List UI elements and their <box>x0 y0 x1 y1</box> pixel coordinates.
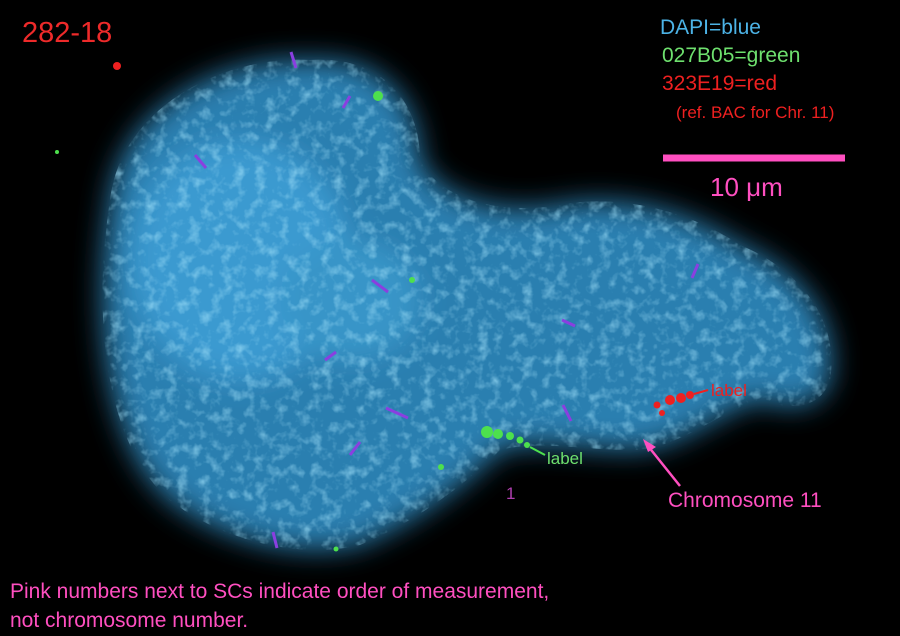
red-dot <box>653 401 661 409</box>
green-dot <box>493 429 503 439</box>
red-dot <box>113 62 121 70</box>
legend-note: (ref. BAC for Chr. 11) <box>676 103 834 122</box>
green-label: label <box>547 449 583 468</box>
order-number: 1 <box>506 484 515 503</box>
scale-label: 10 μm <box>710 172 783 202</box>
green-dot <box>516 436 524 444</box>
sc-mark <box>271 531 279 549</box>
caption-line: not chromosome number. <box>10 609 248 632</box>
red-label-line <box>693 389 709 395</box>
caption-line: Pink numbers next to SCs indicate order … <box>10 580 549 603</box>
green-dot <box>481 426 493 438</box>
arrow-head <box>643 439 656 452</box>
red-dot <box>665 395 675 405</box>
sc-mark <box>385 406 409 420</box>
legend-green: 027B05=green <box>662 44 800 67</box>
green-label-line <box>529 446 546 456</box>
red-signals <box>113 62 694 416</box>
legend-red: 323E19=red <box>662 72 777 95</box>
sc-mark <box>690 263 700 279</box>
red-dot <box>686 391 694 399</box>
green-dot <box>409 277 415 283</box>
red-dot <box>676 393 686 403</box>
green-dot <box>524 442 530 448</box>
sc-mark <box>289 51 298 69</box>
red-label: label <box>711 381 747 400</box>
green-dot <box>506 432 514 440</box>
sc-mark <box>324 350 337 362</box>
legend-dapi: DAPI=blue <box>660 16 761 39</box>
title: 282-18 <box>22 17 112 49</box>
sc-mark <box>561 318 576 328</box>
sc-mark <box>348 441 362 456</box>
green-dot <box>373 91 383 101</box>
sc-mark <box>561 404 573 422</box>
sc-mark <box>193 154 208 169</box>
chromosome-label: Chromosome 11 <box>668 489 822 512</box>
arrow-shaft <box>647 445 681 487</box>
sc-mark <box>371 278 389 294</box>
red-dot <box>659 410 665 416</box>
green-dot <box>333 546 339 552</box>
chromosome-arrow <box>643 439 681 487</box>
green-dot <box>55 150 59 154</box>
sc-markers <box>193 51 700 549</box>
green-signals <box>55 91 530 552</box>
green-dot <box>438 464 444 470</box>
sc-mark <box>341 95 352 109</box>
